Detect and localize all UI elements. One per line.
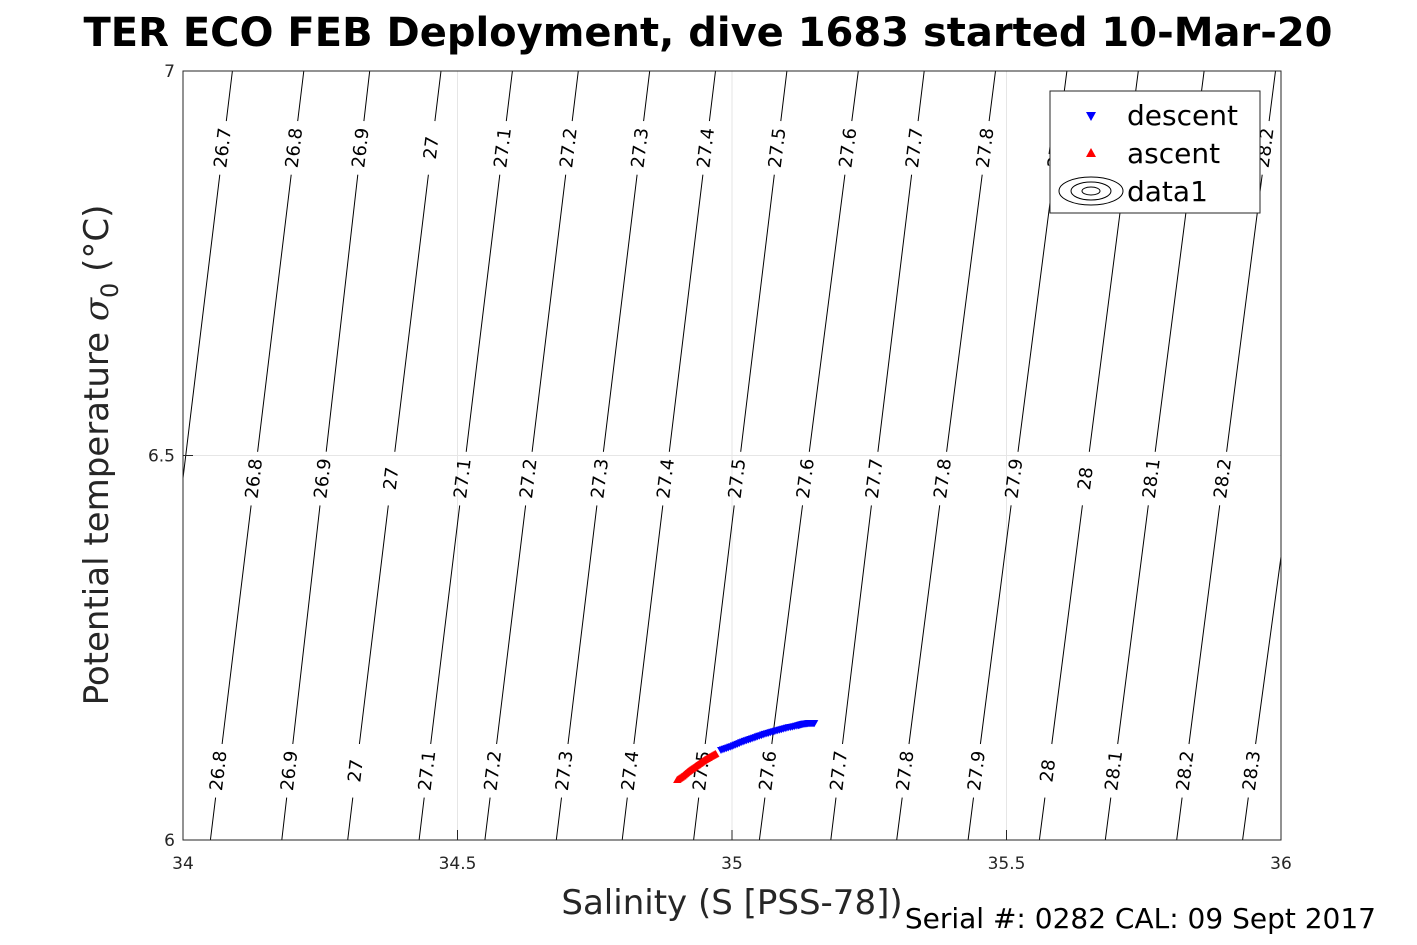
contour-label: 27.1 xyxy=(415,750,441,792)
contour-label: 26.8 xyxy=(206,750,232,792)
contour-labels: 26.7 26.8 26.8 26.8 26.9 26.9 26.9 27 27 27 27.1 27… xyxy=(206,127,1279,792)
legend-contour-icon xyxy=(1058,176,1124,206)
y-axis-label-unit: (°C) xyxy=(77,205,117,283)
density-contour-line xyxy=(621,71,716,840)
density-contours xyxy=(183,71,1281,840)
density-contour-line xyxy=(693,71,788,840)
legend: descent ascent data1 xyxy=(1049,90,1261,214)
density-contour-line xyxy=(967,71,1068,840)
chart-title: TER ECO FEB Deployment, dive 1683 starte… xyxy=(83,10,1332,56)
data-series xyxy=(673,720,819,783)
contour-label: 28.2 xyxy=(1210,457,1236,499)
density-contour-line xyxy=(830,71,925,840)
y-tick-label: 6.5 xyxy=(148,447,175,467)
legend-data1-label: data1 xyxy=(1127,175,1208,208)
density-contour-line xyxy=(555,71,651,840)
contour-label: 28 xyxy=(1074,466,1098,491)
density-contour-line xyxy=(484,71,579,840)
y-axis-label-main: Potential temperature xyxy=(77,321,117,705)
descent-point xyxy=(810,720,819,728)
contour-label: 27 xyxy=(344,758,368,783)
density-contour-line xyxy=(418,71,513,840)
contour-label: 28.1 xyxy=(1101,750,1127,792)
density-contour-line xyxy=(1104,71,1205,840)
x-tick-label: 34.5 xyxy=(439,854,477,874)
density-contour-line xyxy=(281,71,371,840)
contour-label: 27.8 xyxy=(930,457,956,499)
x-tick-label: 36 xyxy=(1270,854,1292,874)
contour-label: 27.6 xyxy=(835,127,861,169)
contour-label: 27.3 xyxy=(552,750,578,792)
contour-label: 27 xyxy=(380,466,404,491)
ascent-point xyxy=(711,749,720,757)
contour-label: 26.9 xyxy=(310,458,335,500)
contour-label: 27.3 xyxy=(587,457,613,499)
contour-label: 28.1 xyxy=(1139,457,1165,499)
y-axis-label-sigma: σ xyxy=(77,297,117,321)
x-tick-label: 35 xyxy=(721,854,743,874)
contour-label: 27.7 xyxy=(862,457,888,499)
contour-label: 27.6 xyxy=(793,457,819,499)
contour-label: 26.9 xyxy=(348,127,373,169)
legend-descent-marker xyxy=(1086,112,1096,121)
contour-label: 27.8 xyxy=(893,750,919,792)
contour-label: 27.5 xyxy=(725,457,751,499)
contour-label: 27.9 xyxy=(964,750,990,792)
contour-label: 27.4 xyxy=(618,750,644,792)
contour-label: 28 xyxy=(1036,758,1060,783)
x-axis-label: Salinity (S [PSS-78]) xyxy=(561,883,902,923)
contour-label: 27 xyxy=(420,135,444,160)
y-axis-label-subscript: 0 xyxy=(96,283,124,298)
contour-label: 27.2 xyxy=(516,457,542,499)
contour-label: 27.8 xyxy=(973,127,999,169)
x-tick-label: 35.5 xyxy=(988,854,1026,874)
contour-label: 26.7 xyxy=(210,127,236,169)
density-contour-line xyxy=(209,71,305,840)
density-contour-line xyxy=(1038,71,1139,840)
contour-label: 27.2 xyxy=(480,750,506,792)
contour-label: 27.2 xyxy=(556,127,582,169)
contour-label: 27.6 xyxy=(755,750,781,792)
density-contour-line xyxy=(758,71,859,840)
contour-label: 26.8 xyxy=(282,127,308,169)
y-axis-label: Potential temperature σ0 (°C) xyxy=(77,205,124,706)
legend-box xyxy=(1049,90,1261,214)
contour-label: 26.8 xyxy=(241,457,267,499)
y-tick-label: 6 xyxy=(164,831,175,851)
legend-ascent-label: ascent xyxy=(1127,137,1220,170)
contour-label: 27.9 xyxy=(1002,457,1028,499)
x-tick-label: 34 xyxy=(172,854,194,874)
contour-label: 27.1 xyxy=(490,127,516,169)
contour-label: 27.1 xyxy=(450,457,476,499)
contour-label: 27.4 xyxy=(693,127,719,169)
density-contour-line xyxy=(183,71,233,483)
density-contour-line xyxy=(1176,71,1276,840)
density-contour-line xyxy=(1242,553,1281,840)
density-contour-line xyxy=(896,71,996,840)
descent-series xyxy=(717,720,819,754)
axis-ticks: 34 34.5 35 35.5 36 6 6.5 7 xyxy=(148,62,1292,874)
density-contour-line xyxy=(347,71,442,840)
contour-label: 27.3 xyxy=(627,127,653,169)
footer-serial: Serial #: 0282 CAL: 09 Sept 2017 xyxy=(905,902,1376,935)
legend-descent-label: descent xyxy=(1127,99,1238,132)
legend-ascent-marker xyxy=(1086,148,1096,157)
contour-label: 27.4 xyxy=(653,457,679,499)
contour-label: 26.9 xyxy=(277,750,302,792)
y-tick-label: 7 xyxy=(164,62,175,82)
contour-label: 27.5 xyxy=(765,127,791,169)
ascent-series xyxy=(673,749,720,783)
contour-label: 27.7 xyxy=(826,750,852,792)
contour-label: 28.2 xyxy=(1173,750,1199,792)
contour-label: 27.7 xyxy=(902,127,928,169)
